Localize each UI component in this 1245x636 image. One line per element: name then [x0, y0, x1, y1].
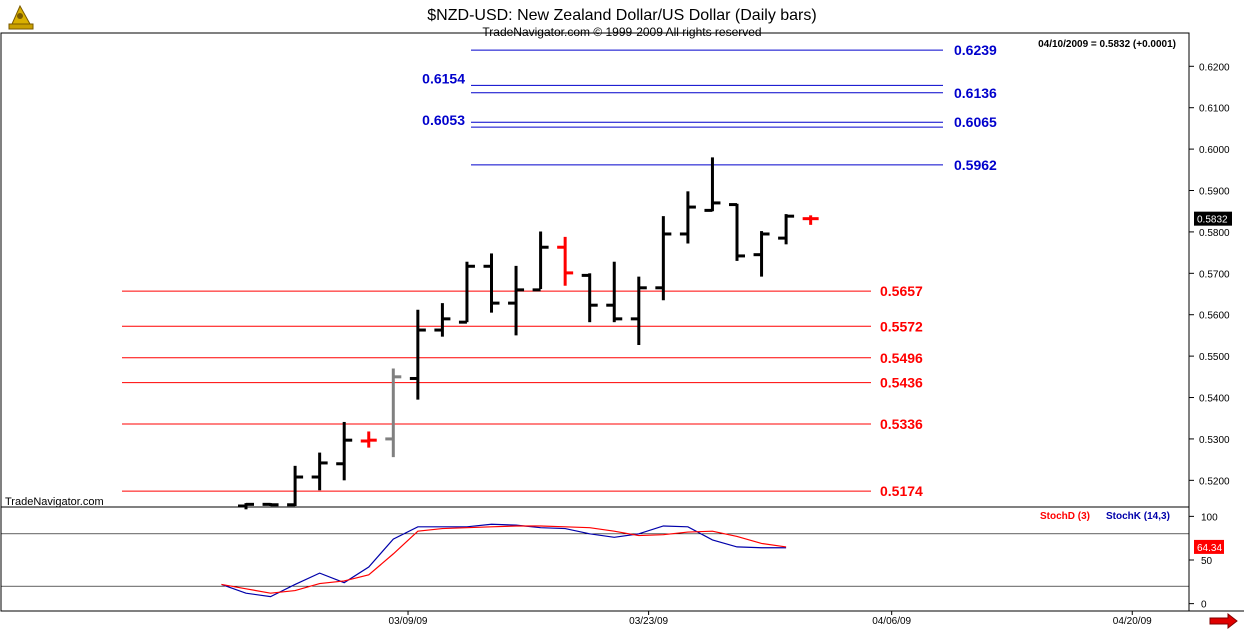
ohlc-bar	[729, 203, 745, 261]
price-tick-label: 0.5200	[1199, 476, 1230, 487]
ohlc-bar	[508, 265, 525, 336]
ohlc-bar	[483, 253, 500, 313]
level-lines: 0.6239 0.6154 0.6136 0.6065 0.6053 0.5962 0.56…	[122, 42, 997, 499]
ohlc-bar	[287, 465, 304, 507]
resistance-label: 0.6154	[422, 70, 465, 86]
price-tick-label: 0.5400	[1199, 394, 1230, 405]
last-stoch-label: 64.34	[1197, 543, 1222, 554]
chart-title: $NZD-USD: New Zealand Dollar/US Dollar (…	[427, 7, 816, 24]
ohlc-bar	[753, 231, 770, 277]
ohlc-bars	[238, 157, 819, 510]
ohlc-bar	[409, 309, 426, 400]
last-stoch-box	[1194, 539, 1224, 554]
ohlc-bar	[581, 273, 598, 323]
ohlc-bar	[262, 502, 279, 507]
quote-readout: 04/10/2009 = 0.5832 (+0.0001)	[1038, 39, 1176, 50]
legend-stoch-k: StochK (14,3)	[1106, 511, 1170, 522]
legend-stoch-d: StochD (3)	[1040, 511, 1090, 522]
last-price-box	[1194, 211, 1232, 226]
time-tick-label: 03/23/09	[629, 616, 668, 627]
ohlc-bar	[704, 157, 721, 212]
price-tick-label: 0.6000	[1199, 145, 1230, 156]
stoch-series-line	[221, 525, 787, 594]
chart-subtitle: TradeNavigator.com © 1999-2009 All right…	[482, 25, 761, 39]
price-tick-label: 0.5700	[1199, 269, 1230, 280]
support-label: 0.5657	[880, 283, 923, 299]
stoch-series-line	[221, 523, 787, 598]
ohlc-bar	[802, 215, 819, 225]
resistance-label: 0.5962	[954, 157, 997, 173]
ohlc-bar	[778, 214, 795, 245]
stoch-tick-label: 50	[1201, 556, 1213, 567]
resistance-label: 0.6065	[954, 114, 997, 130]
price-tick-label: 0.5900	[1199, 187, 1230, 198]
resistance-label: 0.6239	[954, 42, 997, 58]
sextant-icon	[8, 4, 34, 30]
ohlc-bar	[434, 303, 451, 337]
price-tick-label: 0.5300	[1199, 435, 1230, 446]
ohlc-bar	[606, 261, 623, 323]
support-label: 0.5174	[880, 483, 923, 499]
ohlc-bar	[557, 236, 574, 286]
stoch-tick-label: 0	[1201, 600, 1207, 611]
ohlc-bar	[630, 276, 647, 345]
last-price-label: 0.5832	[1197, 215, 1228, 226]
price-tick-label: 0.5800	[1199, 228, 1230, 239]
support-label: 0.5436	[880, 375, 923, 391]
support-label: 0.5336	[880, 416, 923, 432]
time-tick-label: 03/09/09	[389, 616, 428, 627]
watermark: TradeNavigator.com	[5, 496, 104, 508]
ohlc-bar	[238, 502, 254, 510]
stochastic-panel: 100 50 0 64.34	[1, 512, 1224, 611]
time-axis: 03/09/09 03/23/09 04/06/09 04/20/09	[389, 611, 1152, 627]
time-tick-label: 04/20/09	[1113, 616, 1152, 627]
time-tick-label: 04/06/09	[872, 616, 911, 627]
stoch-tick-label: 100	[1201, 512, 1218, 523]
support-label: 0.5496	[880, 350, 923, 366]
support-label: 0.5572	[880, 318, 923, 334]
ohlc-bar	[458, 261, 475, 324]
ohlc-bar	[360, 431, 377, 448]
price-tick-label: 0.6100	[1199, 104, 1230, 115]
resistance-label: 0.6053	[422, 112, 465, 128]
arrow-right-icon[interactable]	[1209, 612, 1238, 630]
price-tick-label: 0.5600	[1199, 311, 1230, 322]
ohlc-bar	[679, 191, 696, 244]
price-tick-label: 0.5500	[1199, 352, 1230, 363]
ohlc-bar	[336, 421, 353, 481]
ohlc-bar	[532, 231, 549, 292]
ohlc-bar	[385, 368, 402, 458]
price-axis: 0.5200 0.5300 0.5400 0.5500 0.5600 0.5700 0.58…	[1189, 62, 1232, 487]
ohlc-bar	[311, 452, 328, 491]
ohlc-bar	[655, 216, 672, 301]
price-tick-label: 0.6200	[1199, 62, 1230, 73]
resistance-label: 0.6136	[954, 85, 997, 101]
